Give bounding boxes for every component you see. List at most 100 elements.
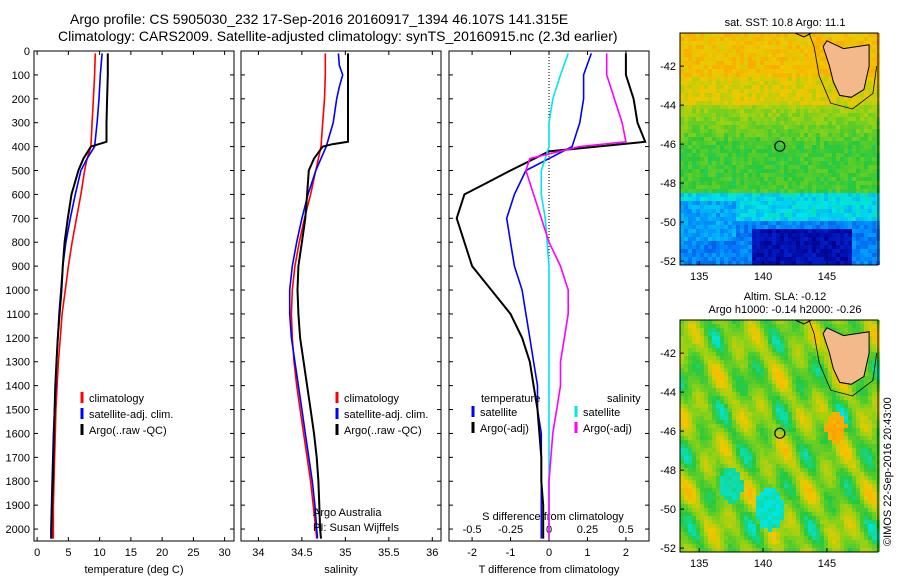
map-pixel xyxy=(704,53,708,57)
map-pixel xyxy=(760,368,764,372)
map-pixel xyxy=(836,209,840,213)
map-pixel xyxy=(816,320,820,324)
map-pixel xyxy=(692,436,696,440)
map-pixel xyxy=(740,45,744,49)
map-pixel xyxy=(812,217,816,221)
map-pixel xyxy=(720,368,724,372)
map-pixel xyxy=(820,209,824,213)
map-pixel xyxy=(804,420,808,424)
map-pixel xyxy=(776,169,780,173)
map-pixel xyxy=(752,424,756,428)
map-pixel xyxy=(720,396,724,400)
map-pixel xyxy=(808,249,812,253)
map-pixel xyxy=(844,153,848,157)
map-pixel xyxy=(752,125,756,129)
map-pixel xyxy=(820,73,824,77)
map-pixel xyxy=(692,145,696,149)
map-pixel xyxy=(744,237,748,241)
map-pixel xyxy=(696,253,700,257)
map-pixel xyxy=(840,101,844,105)
map-pixel xyxy=(812,141,816,145)
map-pixel xyxy=(692,213,696,217)
map-pixel xyxy=(684,53,688,57)
map-pixel xyxy=(788,61,792,65)
map-pixel xyxy=(700,181,704,185)
map-pixel xyxy=(792,77,796,81)
map-pixel xyxy=(816,368,820,372)
map-pixel xyxy=(776,205,780,209)
map-pixel xyxy=(856,221,860,225)
map-pixel xyxy=(824,141,828,145)
map-pixel xyxy=(844,229,848,233)
map-pixel xyxy=(716,424,720,428)
map-pixel xyxy=(684,408,688,412)
map-pixel xyxy=(800,69,804,73)
map-pixel xyxy=(708,408,712,412)
map-pixel xyxy=(748,253,752,257)
map-pixel xyxy=(816,336,820,340)
legend-label: Argo(..raw -QC) xyxy=(344,425,422,437)
map-pixel xyxy=(776,364,780,368)
map-pixel xyxy=(864,396,868,400)
map-pixel xyxy=(756,368,760,372)
map-pixel xyxy=(824,185,828,189)
map-pixel xyxy=(700,396,704,400)
map-pixel xyxy=(700,165,704,169)
map-pixel xyxy=(844,169,848,173)
map-pixel xyxy=(744,101,748,105)
map-pixel xyxy=(760,428,764,432)
map-pixel xyxy=(696,105,700,109)
map-pixel xyxy=(740,440,744,444)
map-pixel xyxy=(860,105,864,109)
map-pixel xyxy=(844,177,848,181)
map-pixel xyxy=(868,221,872,225)
map-pixel xyxy=(804,364,808,368)
map-pixel xyxy=(724,420,728,424)
map-pixel xyxy=(808,93,812,97)
map-pixel xyxy=(776,189,780,193)
map-pixel xyxy=(744,424,748,428)
map-pixel xyxy=(736,368,740,372)
map-pixel xyxy=(800,141,804,145)
map-pixel xyxy=(820,197,824,201)
map-pixel xyxy=(692,109,696,113)
map-pixel xyxy=(680,197,684,201)
map-pixel xyxy=(712,404,716,408)
map-pixel xyxy=(768,384,772,388)
map-pixel xyxy=(756,205,760,209)
map-pixel xyxy=(708,424,712,428)
map-pixel xyxy=(732,153,736,157)
map-pixel xyxy=(792,352,796,356)
map-pixel xyxy=(864,105,868,109)
map-pixel xyxy=(724,320,728,324)
map-pixel xyxy=(748,117,752,121)
map-pixel xyxy=(764,245,768,249)
map-pixel xyxy=(736,233,740,237)
map-pixel xyxy=(744,384,748,388)
map-pixel xyxy=(720,384,724,388)
map-pixel xyxy=(732,185,736,189)
map-pixel xyxy=(836,33,840,37)
map-pixel xyxy=(784,109,788,113)
map-pixel xyxy=(804,241,808,245)
map-pixel xyxy=(800,121,804,125)
map-pixel xyxy=(740,420,744,424)
map-pixel xyxy=(712,444,716,448)
map-pixel xyxy=(748,237,752,241)
map-pixel xyxy=(804,205,808,209)
map-pixel xyxy=(828,181,832,185)
map-pixel xyxy=(764,356,768,360)
map-pixel xyxy=(868,380,872,384)
map-pixel xyxy=(724,253,728,257)
map-pixel xyxy=(724,121,728,125)
map-pixel xyxy=(764,173,768,177)
map-pixel xyxy=(696,452,700,456)
map-pixel xyxy=(804,428,808,432)
map-pixel xyxy=(776,261,780,265)
map-pixel xyxy=(824,161,828,165)
map-pixel xyxy=(832,121,836,125)
map-pixel xyxy=(852,133,856,137)
map-pixel xyxy=(684,340,688,344)
map-pixel xyxy=(684,129,688,133)
map-pixel xyxy=(836,400,840,404)
